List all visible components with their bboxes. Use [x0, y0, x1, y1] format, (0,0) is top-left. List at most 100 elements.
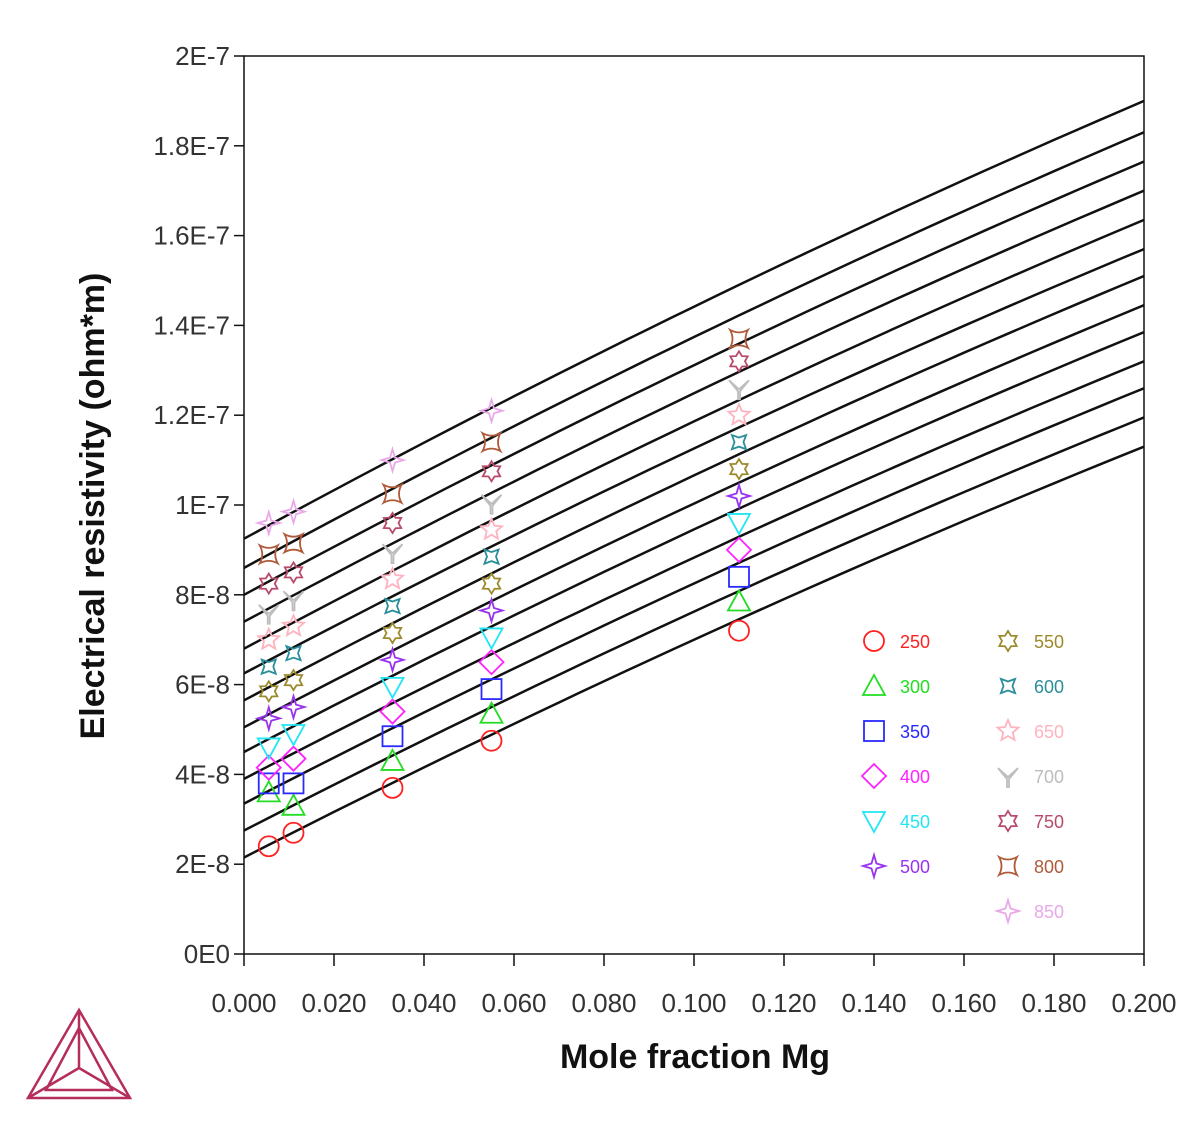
marker-850-0 [254, 508, 284, 538]
marker-850-3 [477, 396, 506, 425]
marker-250-1 [282, 821, 305, 844]
marker-850-2 [378, 445, 407, 475]
y-tick-label: 0E0 [184, 939, 230, 969]
x-tick-label: 0.100 [661, 988, 726, 1018]
marker-400-2 [379, 698, 406, 725]
y-tick-label: 1.6E-7 [153, 221, 230, 251]
marker-650-0 [256, 626, 282, 651]
x-tick-label: 0.040 [391, 988, 456, 1018]
y-axis-title: Electrical resistivity (ohm*m) [74, 273, 112, 740]
fit-line-4 [243, 330, 1145, 754]
thermo-calc-triangle-logo-icon [25, 1007, 133, 1100]
fit-line-2 [243, 387, 1145, 805]
y-tick-label: 4E-8 [175, 759, 230, 789]
marker-700-0 [258, 604, 280, 625]
marker-350-3 [480, 678, 503, 700]
marker-600-2 [383, 597, 402, 615]
y-tick-label: 2E-8 [175, 849, 230, 879]
marker-350-0 [257, 772, 280, 795]
marker-400-1 [280, 745, 307, 772]
marker-800-4 [727, 327, 751, 351]
x-tick-label: 0.200 [1111, 988, 1176, 1018]
y-tick-label: 2E-7 [175, 41, 230, 71]
marker-550-1 [283, 668, 304, 692]
marker-500-2 [378, 645, 407, 675]
marker-550-3 [481, 571, 502, 596]
legend-marker-400 [860, 762, 888, 790]
marker-650-3 [478, 516, 505, 541]
y-tick-label: 6E-8 [175, 670, 230, 700]
legend-label-800: 800 [1034, 857, 1064, 877]
marker-700-2 [381, 543, 404, 565]
marker-500-0 [254, 704, 284, 733]
legend-marker-800 [996, 854, 1020, 878]
marker-850-1 [279, 497, 308, 526]
fit-line-5 [243, 304, 1145, 729]
marker-500-3 [477, 596, 506, 625]
y-tick-label: 1.2E-7 [153, 400, 230, 430]
marker-600-4 [730, 433, 748, 451]
marker-750-1 [283, 560, 304, 585]
logo-outer-triangle [25, 1007, 133, 1100]
x-tick-label: 0.160 [931, 988, 996, 1018]
marker-400-3 [478, 648, 505, 676]
marker-250-0 [257, 835, 280, 858]
marker-800-3 [480, 430, 503, 454]
x-tick-label: 0.120 [751, 988, 816, 1018]
marker-300-4 [726, 588, 752, 612]
marker-550-0 [258, 679, 279, 703]
fit-line-9 [243, 189, 1145, 623]
legend-marker-700 [997, 767, 1019, 788]
marker-450-1 [280, 724, 307, 747]
legend-label-650: 650 [1034, 722, 1064, 742]
fit-lines [243, 99, 1145, 859]
fit-line-0 [243, 445, 1145, 859]
fit-line-3 [243, 360, 1145, 781]
marker-750-2 [382, 511, 403, 535]
legend-label-250: 250 [900, 632, 930, 652]
x-tick-label: 0.020 [301, 988, 366, 1018]
fit-line-7 [243, 247, 1145, 675]
marker-700-4 [728, 379, 750, 401]
y-tick-label: 1E-7 [175, 490, 230, 520]
x-tick-label: 0.000 [211, 988, 276, 1018]
x-tick-label: 0.080 [571, 988, 636, 1018]
legend-label-500: 500 [900, 857, 930, 877]
marker-300-0 [256, 779, 282, 803]
fit-line-12 [243, 99, 1145, 540]
legend-label-450: 450 [900, 812, 930, 832]
marker-750-3 [481, 459, 502, 483]
legend-marker-550 [997, 629, 1019, 653]
legend-label-750: 750 [1034, 812, 1064, 832]
marker-500-1 [279, 692, 308, 722]
marker-700-3 [480, 494, 503, 515]
x-axis-title: Mole fraction Mg [560, 1038, 830, 1076]
legend-marker-250 [863, 630, 885, 652]
marker-350-2 [381, 725, 404, 748]
marker-250-4 [728, 619, 750, 642]
marker-650-4 [726, 401, 752, 426]
y-axis-ticks: 0E0 2E-8 4E-8 6E-8 8E-8 1E-7 1.2E-7 1.4E-7 1.6E-… [153, 41, 244, 969]
marker-800-1 [282, 531, 305, 555]
legend-label-700: 700 [1034, 767, 1064, 787]
marker-600-1 [284, 644, 303, 662]
marker-550-2 [382, 621, 403, 645]
marker-550-4 [728, 457, 750, 481]
marker-750-4 [728, 349, 750, 373]
marker-300-2 [379, 748, 406, 771]
legend-label-850: 850 [1034, 902, 1064, 922]
x-axis-ticks: 0.000 0.020 0.040 0.060 0.080 0.100 0.120 0.140… [211, 954, 1177, 1018]
marker-350-4 [728, 565, 750, 588]
marker-450-0 [256, 737, 282, 761]
marker-400-4 [725, 536, 753, 564]
legend-label-400: 400 [900, 767, 930, 787]
fit-line-6 [243, 274, 1145, 702]
marker-650-1 [280, 612, 307, 637]
legend-marker-450 [861, 811, 887, 834]
fit-line-1 [243, 416, 1145, 832]
logo-inner-lines [27, 1010, 131, 1100]
legend-label-600: 600 [1034, 677, 1064, 697]
y-tick-label: 1.8E-7 [153, 131, 230, 161]
marker-250-2 [381, 776, 404, 799]
